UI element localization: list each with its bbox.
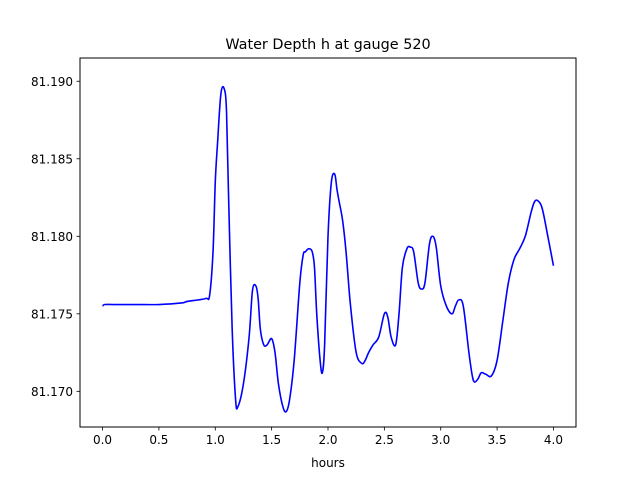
x-tick-label: 3.5 xyxy=(488,433,507,447)
x-tick-label: 1.0 xyxy=(206,433,225,447)
y-tick-label: 81.170 xyxy=(31,385,73,399)
x-tick-label: 2.0 xyxy=(318,433,337,447)
plot-frame xyxy=(79,57,577,428)
y-tick-label: 81.190 xyxy=(31,75,73,89)
x-axis-ticks: 0.0 0.5 1.0 1.5 2.0 2.5 3.0 3.5 4.0 xyxy=(93,427,563,447)
x-tick-label: 1.5 xyxy=(262,433,281,447)
x-tick-label: 0.5 xyxy=(149,433,168,447)
x-tick-label: 3.0 xyxy=(431,433,450,447)
series-group xyxy=(101,85,555,413)
y-axis-ticks: 81.170 81.175 81.180 81.185 81.190 xyxy=(31,75,80,399)
y-tick-label: 81.185 xyxy=(31,152,73,166)
x-tick-label: 2.5 xyxy=(375,433,394,447)
y-tick-label: 81.180 xyxy=(31,230,73,244)
series-line xyxy=(101,85,555,413)
x-axis-label: hours xyxy=(311,456,345,470)
y-tick-label: 81.175 xyxy=(31,307,73,321)
x-tick-label: 4.0 xyxy=(544,433,563,447)
x-tick-label: 0.0 xyxy=(93,433,112,447)
chart-title: Water Depth h at gauge 520 xyxy=(225,37,430,53)
